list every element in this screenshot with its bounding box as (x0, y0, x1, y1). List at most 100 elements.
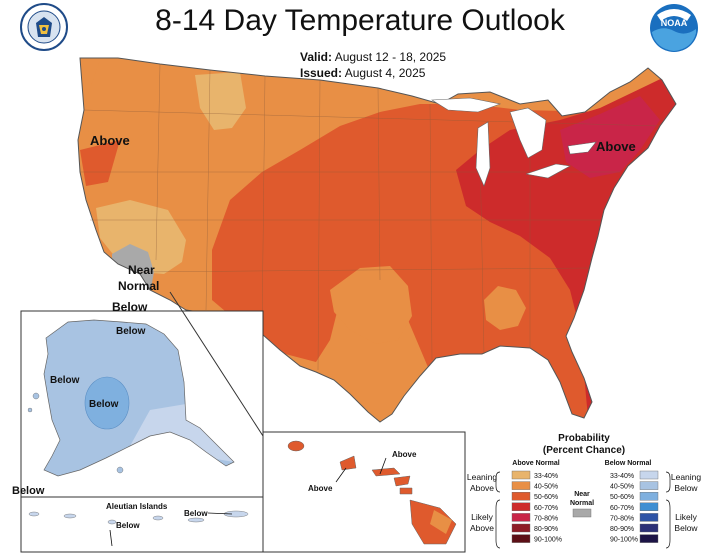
conus-outline (77, 57, 677, 423)
legend-below-swatch-3 (639, 502, 659, 511)
legend-likely-above-2: Above (470, 523, 494, 533)
aleutian-inset-frame (20, 496, 264, 553)
legend-below-label-6: 90-100% (610, 537, 638, 544)
northeast-70-80 (560, 96, 660, 178)
legend-brace-likely-above (495, 499, 501, 549)
hawaii-pointer-1 (379, 457, 387, 475)
legend-title: Probability (558, 433, 610, 444)
legend-leaning-below-2: Below (674, 483, 698, 493)
label-below-socal: Below (112, 300, 148, 314)
legend-above-swatch-6 (511, 534, 531, 543)
legend-below-label-4: 70-80% (610, 515, 634, 522)
issued-line: Issued: August 4, 2025 (300, 66, 425, 80)
legend-above-swatch-4 (511, 513, 531, 522)
legend-below-rows: 33-40% 40-50% 50-60% 60-70% 70-80% 80-90% 90-1… (610, 470, 659, 544)
legend-below-swatch-4 (639, 513, 659, 522)
legend-above-label-2: 50-60% (534, 494, 558, 501)
alaska-inset (20, 291, 264, 498)
noaa-logo-icon: NOAA (650, 4, 698, 52)
hawaii-islands (287, 440, 413, 495)
state-borders (80, 63, 661, 371)
legend-near-2: Normal (570, 500, 594, 507)
lake-michigan (475, 121, 491, 187)
label-alaska-below-3: Below (89, 399, 119, 410)
alaska-33-40 (130, 404, 234, 462)
legend-above-label-4: 70-80% (534, 515, 558, 522)
legend-below-label-1: 40-50% (610, 484, 634, 491)
hawaii-pointer-2 (335, 467, 347, 483)
commerce-seal-icon (20, 3, 68, 51)
valid-label: Valid: (300, 50, 333, 64)
label-alaska-below-1: Below (116, 326, 146, 337)
valid-value: August 12 - 18, 2025 (334, 50, 447, 64)
legend-above-label-5: 80-90% (534, 526, 558, 533)
legend-below-swatch-0 (639, 470, 659, 480)
legend-below-swatch-6 (639, 534, 659, 543)
label-alaska-below-4: Below (12, 485, 45, 497)
legend-below-label-2: 50-60% (610, 494, 634, 501)
label-hawaii-above-2: Above (308, 484, 333, 493)
label-above-northeast: Above (596, 139, 636, 154)
legend-near-normal-swatch (572, 508, 592, 518)
alaska-50-60 (84, 376, 130, 430)
legend-brace-leaning-below (665, 471, 671, 493)
legend-below-swatch-1 (639, 481, 659, 490)
aleutian-islands (28, 510, 249, 525)
legend-near-1: Near (574, 491, 590, 498)
northwest-40-50 (86, 60, 160, 150)
hawaii-inset (262, 431, 466, 553)
legend-above-swatch-2 (511, 492, 531, 501)
label-normal: Normal (118, 279, 159, 293)
aleutian-pointer-1 (207, 512, 233, 515)
lake-ontario (567, 141, 597, 155)
legend-above-swatch-5 (511, 523, 531, 533)
alaska-outline (43, 319, 235, 477)
legend-below-swatch-5 (639, 523, 659, 533)
lake-superior (431, 97, 502, 113)
label-aleutian-below-1: Below (184, 509, 208, 518)
legend-below-header: Below Normal (605, 460, 652, 467)
legend-leaning-below-1: Leaning (671, 472, 702, 482)
georgia-40-50 (484, 286, 526, 330)
legend-likely-below-1: Likely (675, 512, 697, 522)
label-near: Near (128, 263, 155, 277)
legend-brace-leaning-above (495, 471, 501, 493)
legend-below-label-5: 80-90% (610, 526, 634, 533)
label-hawaii-above-1: Above (392, 450, 417, 459)
label-above-west: Above (90, 133, 130, 148)
issued-value: August 4, 2025 (344, 66, 426, 80)
legend-below-label-0: 33-40% (610, 473, 634, 480)
legend-leaning-above-1: Leaning (467, 472, 498, 482)
legend-above-label-3: 60-70% (534, 505, 558, 512)
legend-above-swatch-3 (511, 502, 531, 511)
legend-below-swatch-2 (639, 492, 659, 501)
legend-above-label-1: 40-50% (534, 484, 558, 491)
montana-33-40 (195, 72, 246, 130)
oregon-coast-50-60 (80, 140, 120, 186)
legend-above-label-6: 90-100% (534, 537, 562, 544)
legend-likely-above-1: Likely (471, 512, 493, 522)
page-title: 8-14 Day Temperature Outlook (155, 4, 565, 37)
legend-above-swatch-1 (511, 481, 531, 490)
legend-likely-below-2: Below (674, 523, 698, 533)
alaska-islands (27, 392, 124, 474)
big-island-40-50 (430, 510, 452, 534)
label-aleutian-title: Aleutian Islands (106, 502, 168, 511)
legend-above-rows: 33-40% 40-50% 50-60% 60-70% 70-80% 80-90% 90-1… (511, 470, 562, 544)
legend-above-swatch-0 (511, 470, 531, 480)
aleutian-pointer-2 (109, 529, 113, 547)
lake-huron (509, 107, 547, 159)
legend-leaning-above-2: Above (470, 483, 494, 493)
noaa-logo-text: NOAA (661, 18, 688, 28)
great-lakes (431, 97, 597, 187)
valid-line: Valid: August 12 - 18, 2025 (300, 50, 446, 64)
legend-subtitle: (Percent Chance) (543, 445, 625, 456)
legend-above-header: Above Normal (512, 460, 560, 467)
aleutian-inset (20, 496, 264, 553)
legend-below-label-3: 60-70% (610, 505, 634, 512)
legend-above-label-0: 33-40% (534, 473, 558, 480)
legend: Probability (Percent Chance) Above Norma… (467, 433, 702, 549)
label-alaska-below-2: Below (50, 375, 80, 386)
